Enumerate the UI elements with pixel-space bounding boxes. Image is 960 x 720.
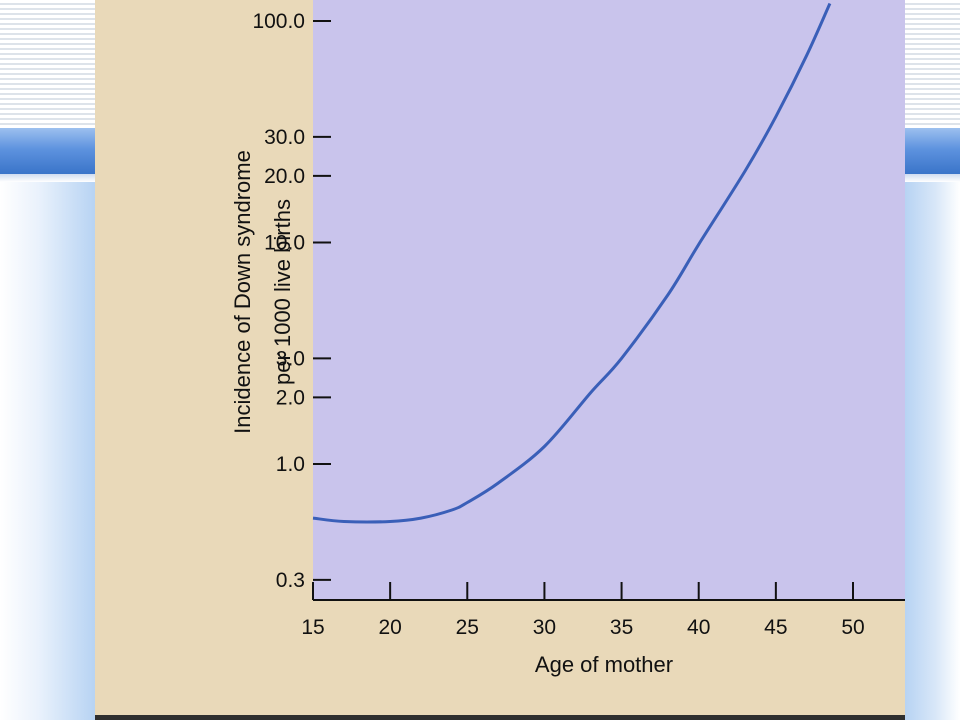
y-tick-label: 3.0	[276, 347, 305, 370]
x-axis-title: Age of mother	[535, 652, 673, 677]
x-tick-label: 40	[687, 616, 710, 639]
x-tick-label: 20	[378, 616, 401, 639]
x-tick-label: 30	[533, 616, 556, 639]
y-tick-label: 100.0	[252, 10, 305, 33]
right-side-panel	[905, 182, 960, 720]
y-axis-title-line1: Incidence of Down syndrome	[230, 150, 255, 434]
x-axis-ticks: 15 20 25 30 35 40 45 50	[301, 582, 865, 639]
y-tick-label: 20.0	[264, 165, 305, 188]
y-axis-ticks: 0.3 1.0 2.0 3.0 10.0 20.0 30.0 100.0	[252, 10, 331, 592]
x-tick-label: 45	[764, 616, 787, 639]
x-tick-label: 25	[456, 616, 479, 639]
y-tick-label: 30.0	[264, 126, 305, 149]
y-axis-title-line2: per 1000 live births	[270, 199, 295, 385]
plot-area	[313, 0, 905, 600]
y-tick-label: 2.0	[276, 386, 305, 409]
y-tick-label: 1.0	[276, 453, 305, 476]
down-syndrome-chart: 0.3 1.0 2.0 3.0 10.0 20.0 30.0 100.0 15 20 25 30 35…	[230, 0, 905, 677]
left-side-panel	[0, 182, 95, 720]
x-tick-label: 50	[841, 616, 864, 639]
x-tick-label: 35	[610, 616, 633, 639]
x-tick-label: 15	[301, 616, 324, 639]
figure-bottom-border	[95, 715, 905, 720]
incidence-curve	[312, 2, 832, 524]
y-tick-label: 0.3	[276, 569, 305, 592]
y-tick-label: 10.0	[264, 232, 305, 255]
